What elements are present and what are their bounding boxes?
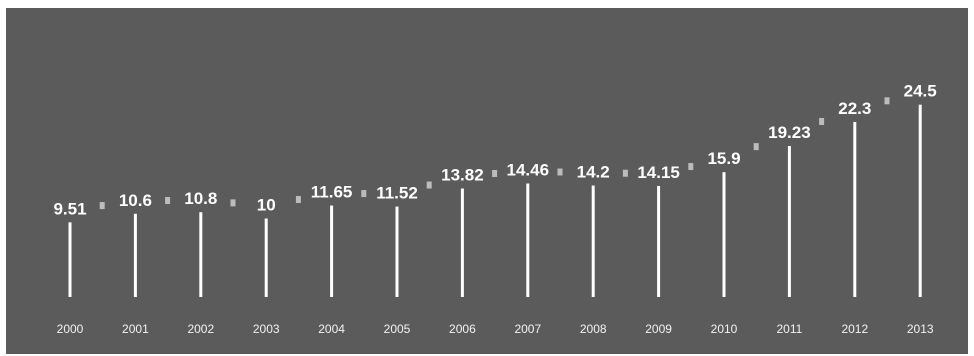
x-tick-2012: 2012 [841, 322, 868, 336]
bar-2010 [722, 172, 726, 297]
data-label-2012: 22.3 [838, 99, 871, 118]
bar-2004 [330, 205, 334, 297]
x-tick-2001: 2001 [122, 322, 149, 336]
data-label-2005: 11.52 [376, 184, 418, 203]
connector-mark [884, 97, 890, 105]
x-tick-2013: 2013 [907, 322, 934, 336]
data-label-2004: 11.65 [311, 183, 353, 202]
data-label-2008: 14.2 [577, 163, 610, 182]
data-label-2000: 9.51 [53, 199, 86, 218]
bar-2011 [787, 146, 791, 297]
data-labels: 9.51 10.6 10.8 10 11.65 11.52 13.82 14.46 14.2 14… [53, 82, 936, 219]
bar-2000 [68, 222, 72, 297]
connector-mark [295, 196, 301, 204]
x-tick-2003: 2003 [253, 322, 280, 336]
x-tick-2002: 2002 [187, 322, 214, 336]
bar-2007 [526, 183, 530, 297]
bar-2005 [395, 206, 399, 297]
bar-2003 [264, 218, 268, 297]
data-label-2010: 15.9 [707, 149, 740, 168]
connector-mark [99, 202, 105, 210]
x-axis-tick-labels: 2000 2001 2002 2003 2004 2005 2006 2007 2008 2009… [57, 322, 934, 336]
x-tick-2008: 2008 [580, 322, 607, 336]
x-tick-2005: 2005 [384, 322, 411, 336]
connector-mark [557, 168, 563, 176]
chart-background [6, 8, 968, 354]
bar-series [68, 104, 922, 297]
bar-2009 [657, 185, 661, 297]
bar-2012 [853, 121, 857, 297]
x-tick-2007: 2007 [514, 322, 541, 336]
connector-mark [753, 143, 759, 151]
connector-mark [165, 197, 171, 205]
connector-mark [492, 170, 498, 178]
x-tick-2010: 2010 [711, 322, 738, 336]
connector-marks [99, 97, 890, 210]
connector-mark [622, 169, 628, 177]
bar-2001 [133, 213, 137, 297]
data-label-2007: 14.46 [507, 160, 550, 179]
x-tick-2009: 2009 [645, 322, 672, 336]
x-tick-2004: 2004 [318, 322, 345, 336]
data-label-2006: 13.82 [441, 166, 484, 185]
bar-2006 [460, 188, 464, 297]
data-label-2002: 10.8 [184, 189, 217, 208]
data-label-2013: 24.5 [904, 82, 937, 101]
data-label-2003: 10 [257, 196, 276, 215]
connector-mark [230, 199, 236, 207]
x-tick-2011: 2011 [776, 322, 802, 336]
data-label-2001: 10.6 [119, 191, 152, 210]
connector-mark [361, 190, 367, 198]
data-label-2009: 14.15 [637, 163, 680, 182]
data-label-2011: 19.23 [768, 123, 811, 142]
bar-2013 [918, 104, 922, 297]
connector-mark [688, 163, 694, 171]
x-tick-2000: 2000 [57, 322, 84, 336]
connector-mark [426, 181, 432, 189]
bar-2002 [199, 212, 203, 297]
x-tick-2006: 2006 [449, 322, 476, 336]
bar-2008 [591, 185, 595, 297]
connector-mark [819, 117, 825, 125]
